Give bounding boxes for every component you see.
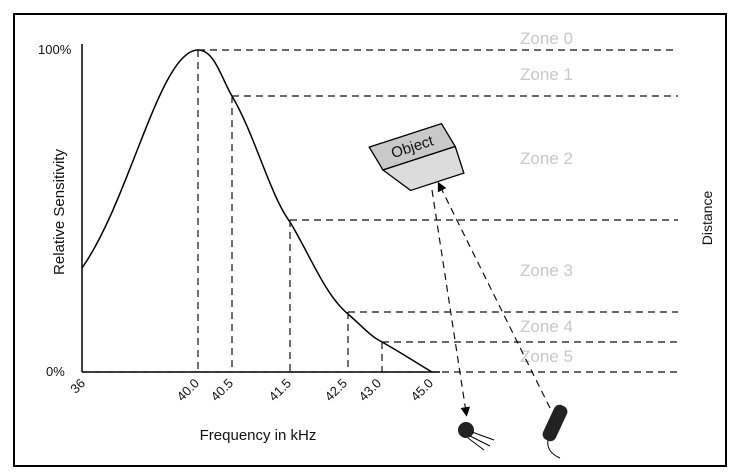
distance-label: Distance	[699, 191, 715, 246]
receiver-body	[458, 422, 474, 438]
zone-label: Zone 2	[520, 149, 573, 168]
frame	[13, 13, 727, 467]
receiver-leads	[467, 431, 495, 451]
zone-lines	[82, 49, 678, 373]
emitter	[542, 404, 568, 459]
zone-label: Zone 0	[520, 29, 573, 48]
zone-label: Zone 5	[520, 347, 573, 366]
emitter-lead	[547, 439, 561, 459]
y-top-label: 100%	[38, 42, 72, 57]
zone-labels: Zone 0 Zone 1 Zone 2 Zone 3 Zone 4 Zone 5	[520, 29, 573, 366]
horizontal-dashes	[82, 49, 678, 373]
sensitivity-curve	[81, 49, 433, 373]
reflected-beam	[431, 189, 471, 417]
y-bottom-label: 0%	[46, 364, 65, 379]
zone-label: Zone 4	[520, 317, 573, 336]
x-title: Frequency in kHz	[200, 427, 317, 444]
zone-label: Zone 3	[520, 261, 573, 280]
emitted-beam	[437, 181, 551, 409]
y-title: Relative Sensitivity	[51, 149, 68, 275]
object-front	[381, 145, 465, 192]
emitter-body	[542, 404, 568, 442]
zone-label: Zone 1	[520, 65, 573, 84]
receiver	[458, 422, 495, 451]
vertical-dashes	[197, 50, 383, 372]
